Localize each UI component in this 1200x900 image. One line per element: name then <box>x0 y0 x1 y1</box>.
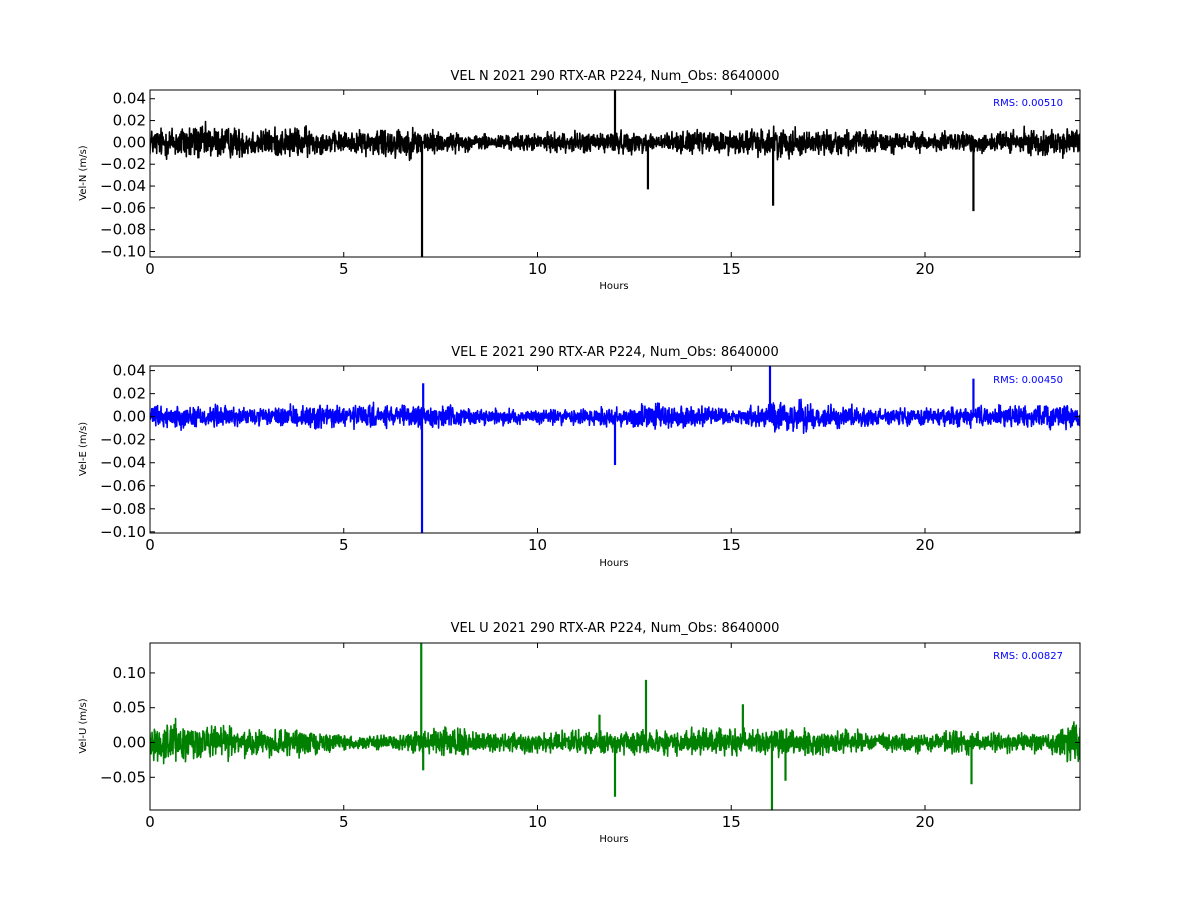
vel-n-y-tick-label-6: −0.08 <box>100 221 146 239</box>
vel-u-x-tick-label-4: 20 <box>915 813 934 831</box>
vel-e-y-tick-label-4: −0.04 <box>100 454 146 472</box>
vel-e-y-tick-label-6: −0.08 <box>100 500 146 518</box>
vel-e-x-tick-label-4: 20 <box>915 536 934 554</box>
vel-n-x-tick-label-3: 15 <box>722 260 741 278</box>
vel-e-x-tick-label-1: 5 <box>339 536 349 554</box>
vel-n-y-tick-label-0: 0.04 <box>113 90 146 108</box>
vel-n-x-axis-label: Hours <box>599 281 628 292</box>
vel-n-plot-frame <box>149 89 1081 258</box>
vel-n-y-tick-label-7: −0.10 <box>100 243 146 261</box>
vel-u-x-tick-label-3: 15 <box>722 813 741 831</box>
vel-e-y-tick-label-2: 0.00 <box>113 408 146 426</box>
vel-e-y-tick-label-1: 0.02 <box>113 385 146 403</box>
vel-n-x-tick-label-1: 5 <box>339 260 349 278</box>
vel-u-y-tick-label-1: 0.05 <box>113 699 146 717</box>
vel-e-x-tick-label-2: 10 <box>528 536 547 554</box>
vel-n-x-tick-label-2: 10 <box>528 260 547 278</box>
vel-n-panel: VEL N 2021 290 RTX-AR P224, Num_Obs: 864… <box>78 69 1081 292</box>
vel-u-series-line <box>150 717 1080 765</box>
vel-n-x-tick-label-4: 20 <box>915 260 934 278</box>
vel-e-title: VEL E 2021 290 RTX-AR P224, Num_Obs: 864… <box>451 345 778 360</box>
vel-n-y-tick-label-5: −0.06 <box>100 199 146 217</box>
vel-e-x-axis-label: Hours <box>599 558 628 569</box>
vel-u-y-axis-label: Vel-U (m/s) <box>78 698 89 753</box>
vel-u-y-tick-label-3: −0.05 <box>100 768 146 786</box>
vel-e-rms-annotation: RMS: 0.00450 <box>993 375 1063 386</box>
vel-e-y-axis-label: Vel-E (m/s) <box>78 422 89 476</box>
vel-e-x-tick-label-3: 15 <box>722 536 741 554</box>
vel-n-rms-annotation: RMS: 0.00510 <box>993 98 1063 109</box>
vel-e-x-tick-label-0: 0 <box>145 536 155 554</box>
vel-e-series-line <box>150 398 1080 435</box>
vel-n-y-tick-label-3: −0.02 <box>100 155 146 173</box>
vel-u-x-tick-label-2: 10 <box>528 813 547 831</box>
vel-n-y-axis-label: Vel-N (m/s) <box>78 145 89 200</box>
vel-u-y-tick-label-0: 0.10 <box>113 664 146 682</box>
vel-u-plot-frame <box>149 642 1081 811</box>
vel-n-y-tick-label-2: 0.00 <box>113 133 146 151</box>
vel-n-y-tick-label-1: 0.02 <box>113 112 146 130</box>
vel-e-y-tick-label-7: −0.10 <box>100 523 146 541</box>
vel-e-plot-frame <box>149 365 1081 534</box>
vel-e-y-tick-label-5: −0.06 <box>100 477 146 495</box>
vel-u-x-tick-label-0: 0 <box>145 813 155 831</box>
vel-n-series-line <box>150 120 1080 162</box>
vel-n-x-tick-label-0: 0 <box>145 260 155 278</box>
vel-u-x-axis-label: Hours <box>599 834 628 845</box>
vel-e-panel: VEL E 2021 290 RTX-AR P224, Num_Obs: 864… <box>78 345 1081 569</box>
vel-u-panel: VEL U 2021 290 RTX-AR P224, Num_Obs: 864… <box>78 621 1081 845</box>
vel-n-y-tick-label-4: −0.04 <box>100 177 146 195</box>
vel-u-y-tick-label-2: 0.00 <box>113 734 146 752</box>
vel-e-y-tick-label-0: 0.04 <box>113 362 146 380</box>
vel-u-rms-annotation: RMS: 0.00827 <box>993 651 1063 662</box>
vel-e-y-tick-label-3: −0.02 <box>100 431 146 449</box>
vel-u-x-tick-label-1: 5 <box>339 813 349 831</box>
vel-u-title: VEL U 2021 290 RTX-AR P224, Num_Obs: 864… <box>451 621 780 636</box>
vel-n-title: VEL N 2021 290 RTX-AR P224, Num_Obs: 864… <box>451 69 780 84</box>
